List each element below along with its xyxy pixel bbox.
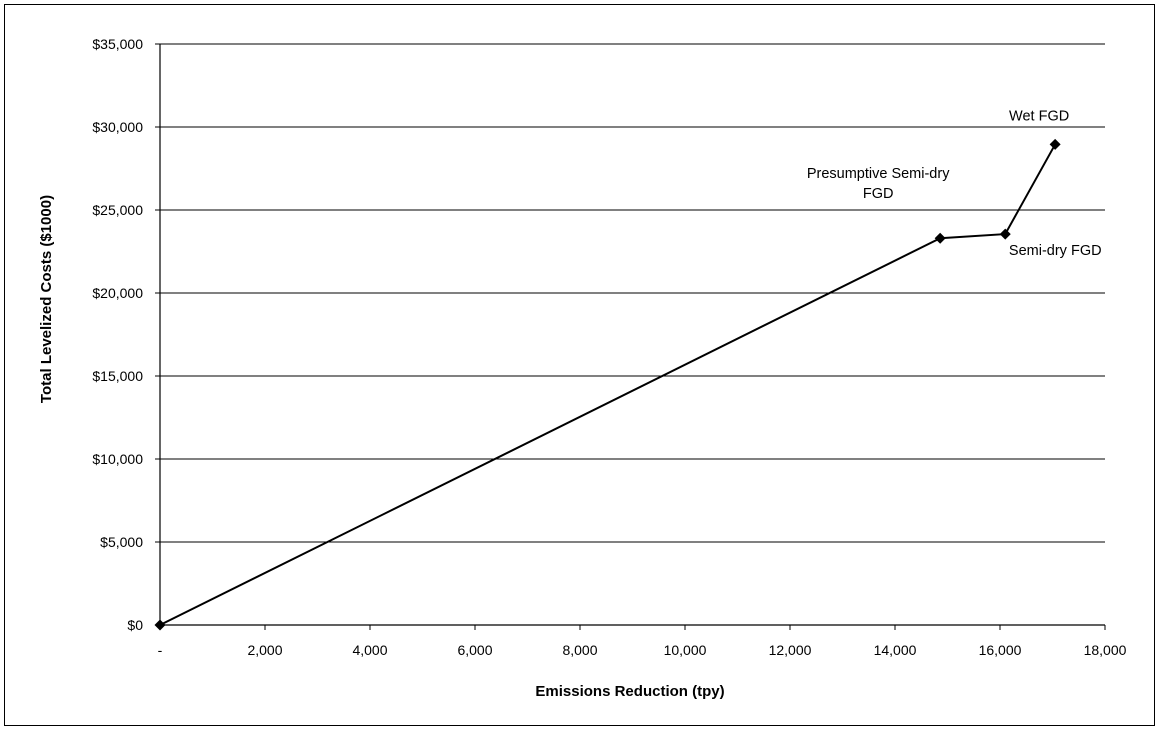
x-tick-label: 8,000 <box>562 642 597 658</box>
y-tick-label: $20,000 <box>92 285 143 301</box>
x-tick-label: 4,000 <box>352 642 387 658</box>
y-tick-label: $5,000 <box>100 534 143 550</box>
x-tick-label: 16,000 <box>979 642 1022 658</box>
x-tick-label: 6,000 <box>457 642 492 658</box>
x-tick-labels: - 2,000 4,000 6,000 8,000 10,000 12,000 14,000 1… <box>158 642 1127 658</box>
data-point-marker <box>999 228 1011 240</box>
y-tick-label: $35,000 <box>92 36 143 52</box>
point-label: Presumptive Semi-dry FGD <box>807 166 950 202</box>
y-tick-labels: $0 $5,000 $10,000 $15,000 $20,000 $25,000 $30,… <box>92 36 143 633</box>
point-label: Semi-dry FGD <box>1009 243 1102 259</box>
point-label: Wet FGD <box>1009 108 1069 124</box>
axes <box>155 43 1106 630</box>
y-tick-label: $0 <box>127 617 143 633</box>
y-tick-label: $10,000 <box>92 451 143 467</box>
x-tick-label: 12,000 <box>769 642 812 658</box>
x-tick-label: 14,000 <box>874 642 917 658</box>
x-tick-label: 2,000 <box>247 642 282 658</box>
y-tick-label: $15,000 <box>92 368 143 384</box>
series-line <box>159 143 1056 626</box>
data-point-marker <box>154 619 166 631</box>
chart-frame <box>4 4 1155 726</box>
point-label-line: FGD <box>863 186 894 202</box>
x-tick-label: 10,000 <box>664 642 707 658</box>
x-axis-title: Emissions Reduction (tpy) <box>535 683 724 700</box>
data-point-marker <box>934 232 946 244</box>
y-axis-title: Total Levelized Costs ($1000) <box>38 195 55 403</box>
y-tick-label: $30,000 <box>92 119 143 135</box>
data-series <box>154 138 1061 631</box>
x-tick-label: 18,000 <box>1084 642 1127 658</box>
gridlines <box>160 43 1105 543</box>
y-tick-label: $25,000 <box>92 202 143 218</box>
x-tick-label: - <box>158 642 163 658</box>
data-point-marker <box>1049 138 1061 150</box>
point-labels: Presumptive Semi-dry FGD Semi-dry FGD Wet F… <box>807 108 1102 259</box>
point-label-line: Presumptive Semi-dry <box>807 166 950 182</box>
